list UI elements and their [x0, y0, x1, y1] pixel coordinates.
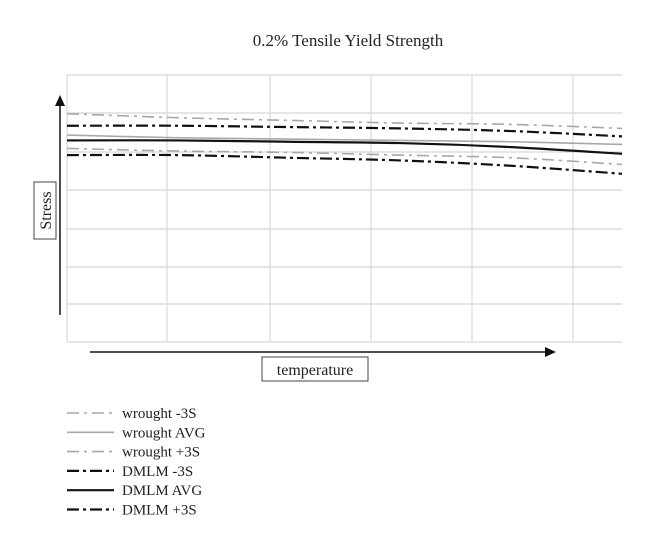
legend: wrought -3S wrought AVG wrought +3S DMLM -3…: [67, 406, 206, 519]
y-axis-label: Stress: [38, 191, 55, 229]
y-axis-arrowhead: [55, 95, 65, 106]
series-line-4: [66, 139, 623, 155]
series-line-5: [66, 124, 623, 138]
legend-label-1: wrought AVG: [122, 425, 206, 441]
chart-title: 0.2% Tensile Yield Strength: [253, 31, 444, 50]
legend-label-3: DMLM -3S: [122, 464, 193, 480]
series-line-0: [66, 147, 623, 166]
x-axis-label-box: temperature: [261, 356, 369, 382]
legend-label-2: wrought +3S: [122, 445, 200, 461]
x-axis-label: temperature: [277, 362, 353, 379]
legend-label-0: wrought -3S: [122, 406, 197, 422]
legend-label-4: DMLM AVG: [122, 483, 202, 499]
series-layer: [66, 112, 623, 175]
x-axis-arrowhead: [545, 347, 556, 357]
series-line-3: [66, 153, 623, 175]
series-line-2: [66, 112, 623, 130]
grid: [66, 74, 622, 343]
y-axis-label-box: Stress: [33, 181, 57, 240]
legend-label-5: DMLM +3S: [122, 503, 197, 519]
series-line-1: [66, 134, 623, 146]
